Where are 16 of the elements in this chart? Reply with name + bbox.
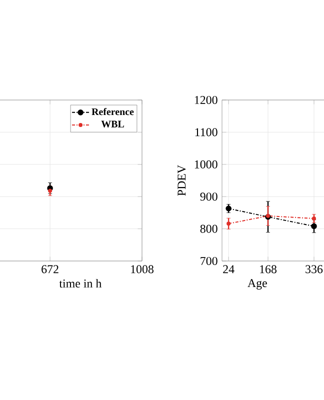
x-tick-label: 1008 — [131, 265, 154, 274]
legend-label: Reference — [92, 108, 134, 116]
x-tick-label: 24 — [223, 265, 234, 274]
x-axis-title: Age — [248, 279, 267, 290]
y-tick-label: 800 — [200, 224, 218, 233]
y-tick-label: 1200 — [194, 96, 218, 104]
y-tick-label: 1100 — [195, 128, 218, 136]
y-tick-label: 900 — [200, 192, 218, 201]
x-tick-label: 336 — [306, 265, 323, 274]
y-axis-title: PDEV — [178, 165, 186, 196]
legend-label: WBL — [101, 120, 124, 128]
x-axis-title: time in h — [59, 279, 102, 288]
x-tick-label: 672 — [42, 265, 58, 274]
x-tick-label: 168 — [260, 265, 277, 274]
y-tick-label: 1000 — [194, 160, 218, 168]
y-tick-label: 700 — [200, 256, 218, 266]
